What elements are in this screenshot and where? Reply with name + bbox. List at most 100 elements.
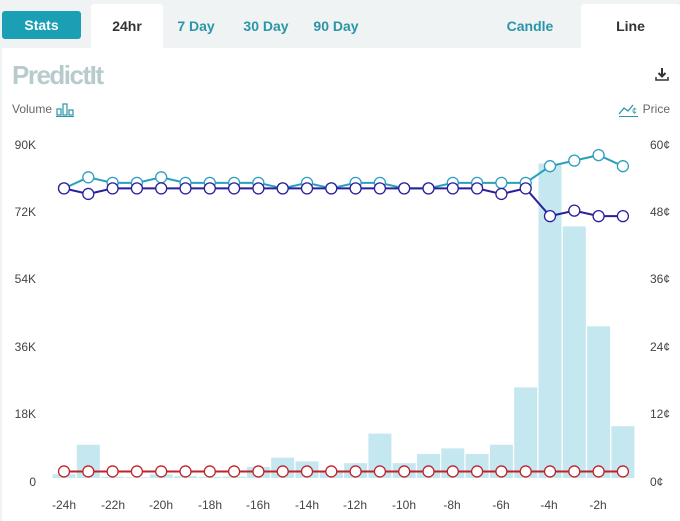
data-point-marker[interactable] [519, 465, 532, 478]
x-tick: -18h [197, 498, 223, 512]
data-point-marker[interactable] [349, 465, 362, 478]
data-point-marker[interactable] [422, 465, 435, 478]
x-tick: -2h [589, 498, 607, 512]
x-tick: -10h [391, 498, 417, 512]
data-point-marker[interactable] [300, 465, 314, 478]
y-left-tick: 90K [14, 138, 36, 152]
download-icon[interactable] [654, 66, 670, 82]
y-left-tick: 72K [14, 205, 36, 219]
data-point-marker[interactable] [543, 465, 557, 478]
data-point-marker[interactable] [227, 465, 241, 478]
data-point-marker[interactable] [179, 465, 192, 478]
price-label: Price [642, 102, 670, 116]
data-point-marker[interactable] [495, 176, 508, 190]
data-point-marker[interactable] [252, 465, 265, 478]
volume-bar [562, 226, 586, 478]
data-point-marker[interactable] [252, 182, 265, 195]
data-point-marker[interactable] [82, 187, 95, 201]
data-point-marker[interactable] [616, 160, 630, 173]
volume-bar [125, 477, 149, 478]
data-point-marker[interactable] [155, 182, 168, 195]
data-point-marker[interactable] [543, 160, 557, 173]
data-point-marker[interactable] [227, 182, 241, 195]
predictit-logo: PredictIt [12, 60, 104, 90]
data-point-marker[interactable] [398, 465, 411, 478]
volume-bar [514, 387, 538, 478]
y-right-tick: 0¢ [650, 475, 664, 489]
tab-bar: Stats 24hr 7 Day 30 Day 90 Day Candle Li… [0, 0, 680, 48]
x-tick: -12h [342, 498, 368, 512]
y-right-tick: 60¢ [650, 138, 671, 152]
data-point-marker[interactable] [325, 182, 338, 195]
stats-button[interactable]: Stats [2, 11, 81, 39]
data-point-marker[interactable] [130, 465, 144, 478]
y-right-tick: 36¢ [650, 272, 671, 286]
data-point-marker[interactable] [495, 465, 508, 478]
data-point-marker[interactable] [203, 182, 216, 195]
data-point-marker[interactable] [422, 182, 435, 195]
data-point-marker[interactable] [82, 171, 95, 184]
data-point-marker[interactable] [568, 465, 581, 478]
data-point-marker[interactable] [82, 465, 95, 478]
volume-label: Volume [12, 102, 53, 116]
data-point-marker[interactable] [276, 465, 289, 478]
tab-candle[interactable]: Candle [506, 18, 554, 34]
x-tick: -8h [443, 498, 461, 512]
data-point-marker[interactable] [470, 465, 484, 478]
data-point-marker[interactable] [495, 187, 508, 201]
tab-7-day[interactable]: 7 Day [177, 18, 215, 34]
data-point-marker[interactable] [398, 182, 411, 195]
data-point-marker[interactable] [543, 209, 557, 223]
x-tick: -4h [540, 498, 558, 512]
data-point-marker[interactable] [203, 465, 216, 478]
tab-30-day[interactable]: 30 Day [243, 18, 289, 34]
x-tick: -16h [245, 498, 271, 512]
x-tick: -14h [294, 498, 320, 512]
x-tick: -22h [100, 498, 126, 512]
data-point-marker[interactable] [130, 182, 144, 195]
volume-bar [587, 326, 611, 478]
data-point-marker[interactable] [568, 204, 581, 217]
price-legend[interactable]: ¢ Price [618, 101, 670, 117]
data-point-marker[interactable] [373, 182, 387, 195]
data-point-marker[interactable] [592, 209, 605, 223]
y-right-tick: 48¢ [650, 205, 671, 219]
line-chart-cent-icon: ¢ [618, 104, 638, 117]
data-point-marker[interactable] [106, 465, 119, 478]
data-point-marker[interactable] [373, 465, 387, 478]
data-point-marker[interactable] [179, 182, 192, 195]
data-point-marker[interactable] [446, 182, 459, 195]
volume-bar [611, 426, 635, 478]
data-point-marker[interactable] [616, 209, 630, 223]
tab-24hr[interactable]: 24hr [91, 4, 163, 48]
data-point-marker[interactable] [57, 465, 71, 478]
y-left-tick: 18K [14, 407, 36, 421]
x-tick: -24h [51, 498, 77, 512]
y-right-tick: 12¢ [650, 407, 671, 421]
y-left-tick: 36K [14, 340, 36, 354]
data-point-marker[interactable] [106, 182, 119, 195]
data-point-marker[interactable] [616, 465, 630, 478]
data-point-marker[interactable] [155, 171, 168, 184]
price-lines [57, 148, 630, 478]
y-left-tick: 54K [14, 272, 36, 286]
data-point-marker[interactable] [592, 148, 605, 162]
tab-90-day[interactable]: 90 Day [313, 18, 359, 34]
data-point-marker[interactable] [568, 154, 581, 167]
data-point-marker[interactable] [325, 465, 338, 478]
data-point-marker[interactable] [349, 182, 362, 195]
volume-bars [52, 163, 635, 478]
data-point-marker[interactable] [519, 182, 532, 195]
data-point-marker[interactable] [592, 465, 605, 478]
volume-legend[interactable]: Volume [12, 101, 75, 117]
data-point-marker[interactable] [155, 465, 168, 478]
tab-line[interactable]: Line [581, 4, 680, 48]
data-point-marker[interactable] [276, 182, 289, 195]
y-left-tick: 0 [29, 475, 36, 489]
data-point-marker[interactable] [57, 182, 71, 195]
volume-bar [538, 163, 562, 478]
data-point-marker[interactable] [446, 465, 459, 478]
data-point-marker[interactable] [300, 182, 314, 195]
data-point-marker[interactable] [470, 182, 484, 195]
